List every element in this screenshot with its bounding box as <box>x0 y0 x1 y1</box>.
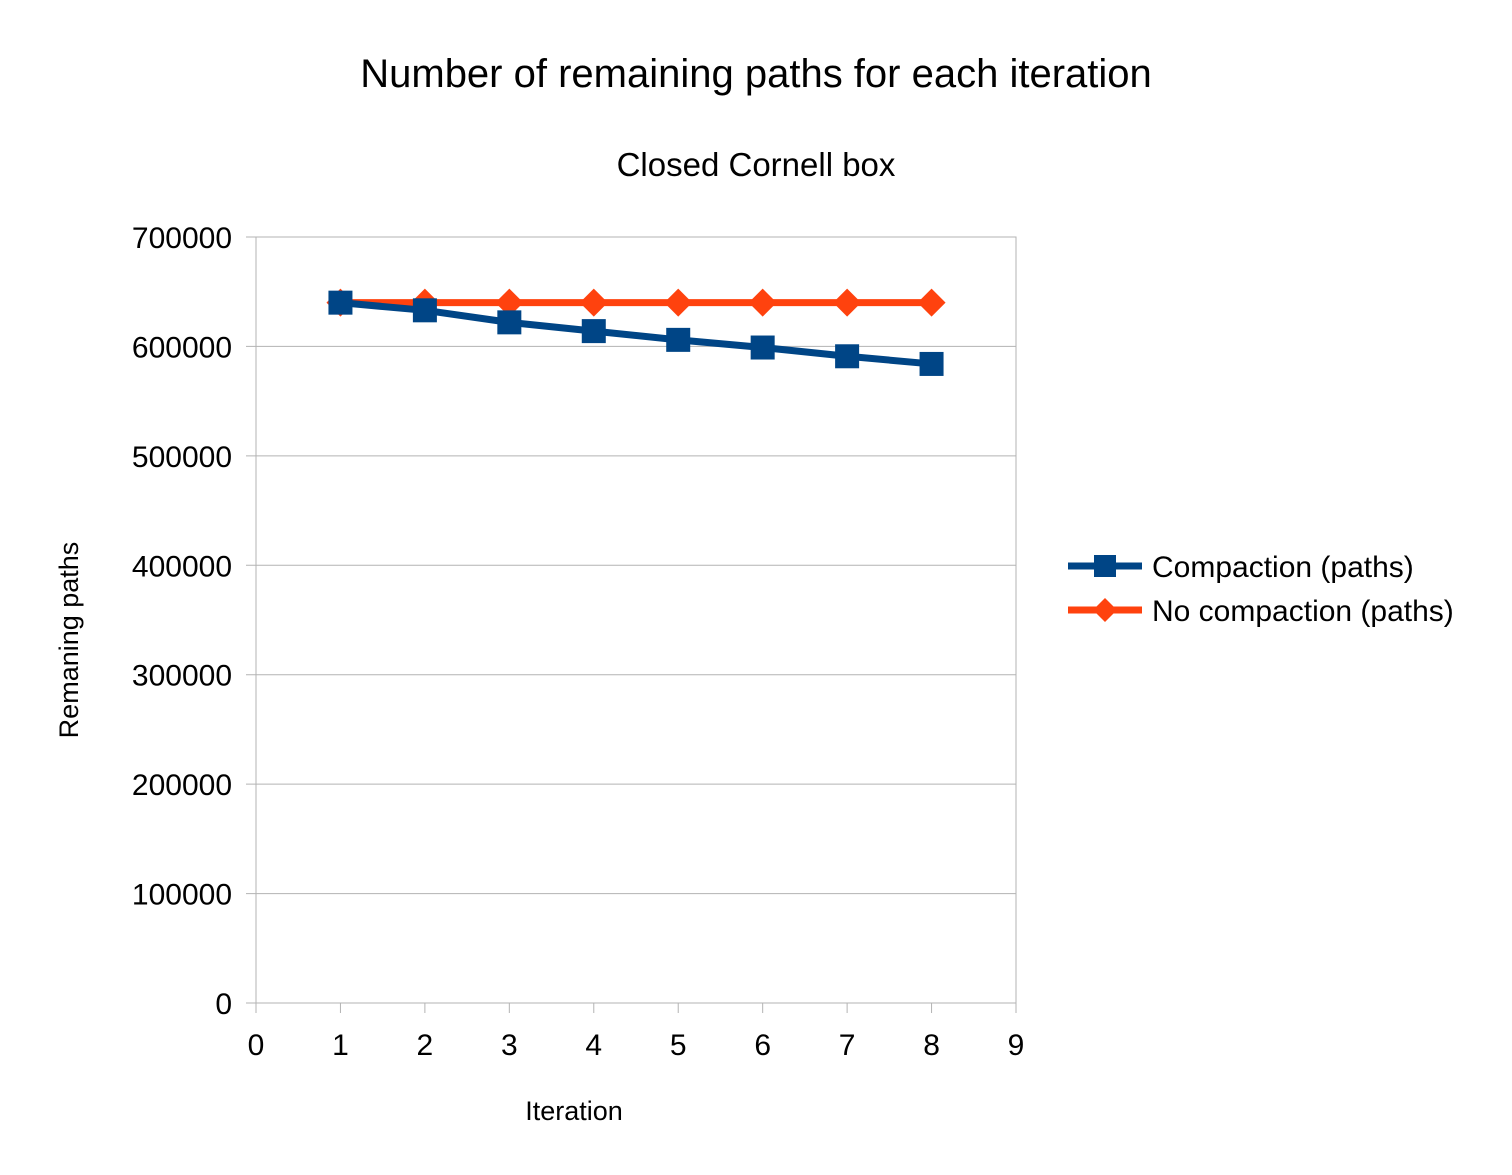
series-layer <box>326 288 946 376</box>
legend-marker <box>1094 555 1116 577</box>
chart-subtitle: Closed Cornell box <box>617 146 896 183</box>
data-point <box>833 288 862 317</box>
x-axis-label: Iteration <box>525 1096 623 1126</box>
legend-marker <box>1093 598 1117 622</box>
data-point <box>412 298 437 323</box>
y-tick-label: 200000 <box>132 769 232 802</box>
legend: Compaction (paths) No compaction (paths) <box>1068 551 1454 628</box>
data-point <box>581 319 606 344</box>
x-tick-label: 4 <box>585 1029 602 1062</box>
x-tick-label: 1 <box>332 1029 349 1062</box>
data-point <box>497 310 522 335</box>
axis-ticks: 0 100000 200000 300000 400000 500000 600000 700… <box>132 222 1024 1062</box>
x-tick-label: 3 <box>501 1029 518 1062</box>
x-tick-label: 7 <box>839 1029 856 1062</box>
plot-area-border <box>255 236 1017 1004</box>
y-tick-label: 300000 <box>132 660 232 693</box>
data-point <box>664 288 693 317</box>
y-tick-label: 100000 <box>132 879 232 912</box>
y-tick-label: 0 <box>215 988 232 1021</box>
data-point <box>579 288 608 317</box>
data-point <box>748 288 777 317</box>
y-tick-label: 600000 <box>132 331 232 364</box>
data-point <box>919 351 944 376</box>
x-tick-label: 5 <box>670 1029 687 1062</box>
data-point <box>495 288 524 317</box>
x-tick-label: 6 <box>754 1029 771 1062</box>
series-line <box>340 299 932 368</box>
x-tick-label: 8 <box>923 1029 940 1062</box>
x-tick-label: 0 <box>248 1029 265 1062</box>
x-tick-label: 9 <box>1008 1029 1025 1062</box>
data-point <box>750 335 775 360</box>
legend-label: No compaction (paths) <box>1152 595 1454 628</box>
data-point <box>666 327 691 352</box>
x-tick-label: 2 <box>417 1029 434 1062</box>
y-tick-label: 500000 <box>132 441 232 474</box>
y-tick-label: 400000 <box>132 550 232 583</box>
y-axis-label: Remaning paths <box>54 542 84 739</box>
data-point <box>835 344 860 369</box>
series-1 <box>328 290 944 376</box>
legend-label: Compaction (paths) <box>1152 551 1414 584</box>
y-tick-label: 700000 <box>132 222 232 255</box>
data-point <box>917 288 946 317</box>
grid-lines <box>246 236 1016 1004</box>
data-point <box>328 290 353 315</box>
chart-title: Number of remaining paths for each itera… <box>360 52 1152 96</box>
